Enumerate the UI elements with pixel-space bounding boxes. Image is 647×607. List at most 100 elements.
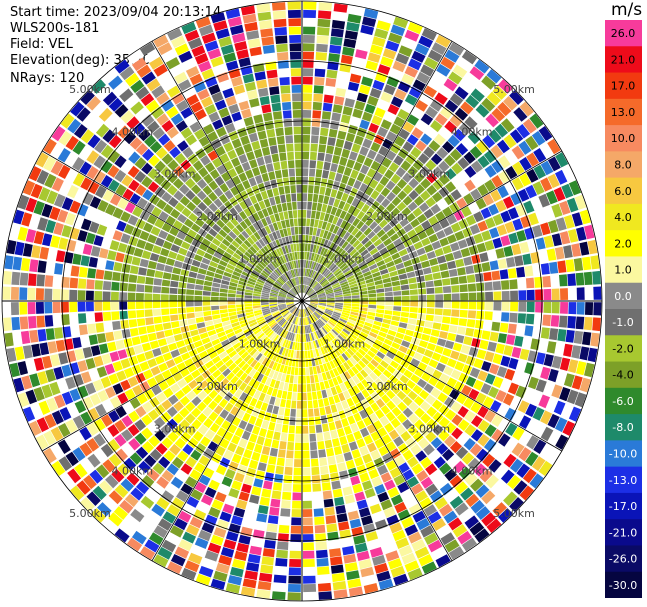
- range-ring-label: 4.00km: [451, 465, 493, 478]
- velocity-cell: [271, 2, 286, 11]
- velocity-cell: [576, 287, 585, 300]
- velocity-cell: [318, 301, 327, 304]
- velocity-cell: [235, 264, 245, 271]
- velocity-cell: [307, 269, 311, 277]
- colorbar-segment: [605, 230, 642, 257]
- velocity-cell: [341, 264, 349, 272]
- velocity-cell: [492, 311, 502, 321]
- velocity-cell: [330, 429, 338, 439]
- velocity-cell: [274, 269, 281, 277]
- velocity-cell: [299, 317, 302, 326]
- velocity-cell: [302, 334, 304, 343]
- velocity-cell: [363, 68, 376, 79]
- velocity-cell: [451, 414, 463, 426]
- velocity-cell: [289, 290, 296, 296]
- velocity-cell: [288, 210, 293, 219]
- velocity-cell: [302, 134, 310, 143]
- velocity-cell: [256, 3, 271, 13]
- velocity-cell: [149, 252, 160, 262]
- velocity-cell: [276, 178, 284, 187]
- velocity-cell: [321, 315, 329, 322]
- velocity-cell: [376, 570, 391, 582]
- velocity-cell: [266, 404, 274, 413]
- velocity-cell: [319, 381, 326, 390]
- velocity-cell: [280, 373, 287, 382]
- velocity-cell: [266, 189, 274, 198]
- velocity-cell: [65, 135, 79, 151]
- velocity-cell: [432, 322, 442, 330]
- velocity-cell: [555, 371, 567, 385]
- velocity-cell: [256, 220, 264, 229]
- velocity-cell: [323, 269, 330, 277]
- velocity-cell: [302, 467, 311, 476]
- velocity-cell: [238, 57, 251, 68]
- velocity-cell: [221, 339, 230, 347]
- velocity-cell: [234, 193, 244, 203]
- velocity-cell: [256, 281, 264, 286]
- velocity-cell: [269, 305, 278, 308]
- velocity-cell: [284, 408, 291, 417]
- velocity-cell: [134, 432, 147, 445]
- velocity-cell: [439, 482, 453, 496]
- velocity-cell: [290, 269, 295, 278]
- velocity-cell: [225, 468, 236, 480]
- azimuth-spoke: [301, 150, 562, 302]
- velocity-cell: [79, 161, 92, 176]
- velocity-cell: [395, 380, 405, 390]
- colorbar-segment: [605, 256, 642, 284]
- velocity-cell: [129, 193, 141, 205]
- velocity-cell: [425, 314, 434, 322]
- velocity-cell: [518, 290, 527, 301]
- velocity-cell: [109, 396, 122, 409]
- velocity-cell: [469, 66, 485, 81]
- velocity-cell: [361, 379, 370, 388]
- velocity-cell: [416, 319, 425, 327]
- velocity-cell: [223, 271, 232, 278]
- velocity-cell: [153, 554, 169, 568]
- velocity-cell: [280, 308, 288, 314]
- velocity-cell: [376, 297, 385, 301]
- velocity-cell: [251, 537, 264, 548]
- colorbar-segment: [605, 282, 642, 310]
- velocity-cell: [214, 491, 227, 503]
- velocity-cell: [476, 292, 485, 301]
- velocity-cell: [551, 233, 562, 247]
- velocity-cell: [365, 318, 374, 324]
- velocity-cell: [401, 37, 416, 50]
- velocity-cell: [496, 139, 510, 154]
- velocity-cell: [370, 449, 381, 460]
- velocity-cell: [348, 316, 357, 322]
- velocity-cell: [430, 469, 443, 482]
- velocity-cell: [236, 183, 245, 193]
- velocity-cell: [491, 175, 504, 188]
- velocity-cell: [253, 231, 261, 241]
- velocity-cell: [166, 184, 178, 196]
- velocity-cell: [347, 277, 356, 283]
- velocity-cell: [123, 457, 137, 471]
- velocity-cell: [249, 321, 258, 327]
- velocity-cell: [381, 434, 392, 445]
- velocity-cell: [46, 190, 58, 205]
- velocity-cell: [20, 257, 31, 272]
- velocity-cell: [13, 209, 25, 225]
- velocity-cell: [524, 362, 535, 375]
- velocity-cell: [303, 309, 307, 317]
- velocity-cell: [240, 351, 249, 360]
- velocity-cell: [22, 243, 33, 257]
- velocity-cell: [481, 361, 492, 372]
- velocity-cell: [210, 12, 226, 24]
- velocity-cell: [468, 347, 479, 357]
- velocity-cell: [302, 209, 307, 218]
- velocity-cell: [295, 308, 299, 316]
- velocity-cell: [191, 172, 202, 183]
- velocity-cell: [376, 364, 386, 373]
- velocity-cell: [200, 155, 211, 166]
- velocity-cell: [57, 379, 69, 393]
- velocity-cell: [250, 359, 258, 368]
- velocity-cell: [222, 87, 235, 99]
- velocity-cell: [312, 349, 317, 358]
- velocity-cell: [302, 367, 306, 376]
- velocity-cell: [484, 281, 493, 291]
- velocity-cell: [171, 497, 185, 510]
- velocity-cell: [303, 260, 307, 268]
